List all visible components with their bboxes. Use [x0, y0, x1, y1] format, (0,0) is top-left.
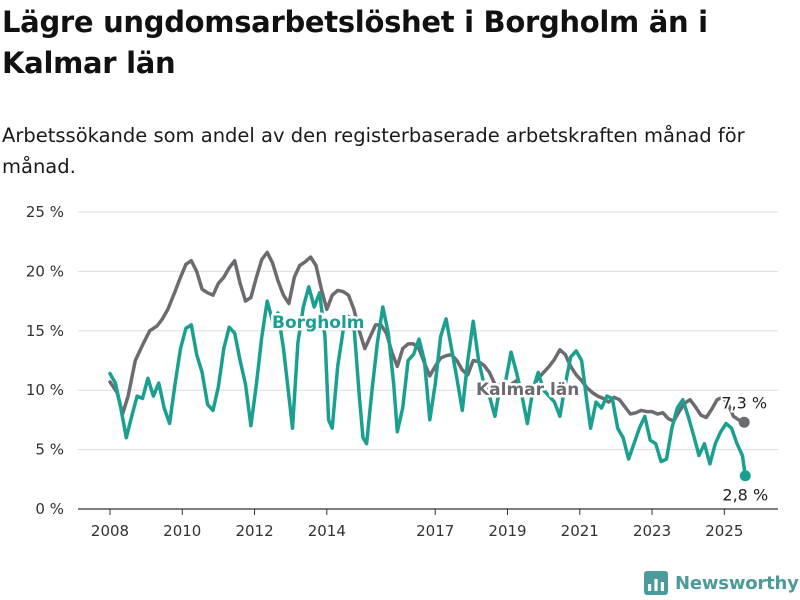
x-tick-label: 2019 [488, 522, 526, 540]
bar-chart-logo-icon [644, 571, 668, 595]
series-end-point [739, 470, 751, 482]
brand-name: Newsworthy [675, 572, 799, 594]
legend-label-borgholm-halo: Borgholm [272, 313, 365, 333]
x-tick-label: 2014 [308, 522, 346, 540]
y-tick-label: 15 % [26, 322, 64, 340]
x-tick-label: 2010 [163, 522, 201, 540]
x-tick-label: 2023 [633, 522, 671, 540]
legend-label-kalmar-lan: Kalmar län [476, 380, 579, 400]
x-tick-label: 2008 [91, 522, 129, 540]
series-line-borgholm [108, 285, 748, 478]
y-tick-label: 25 % [26, 203, 64, 221]
x-tick-label: 2021 [561, 522, 599, 540]
series-line-kalmar-l-n [108, 250, 746, 425]
x-tick-label: 2025 [705, 522, 743, 540]
y-tick-label: 5 % [35, 441, 64, 459]
y-tick-label: 10 % [26, 381, 64, 399]
legend-label-kalmar-lan-halo: Kalmar län [476, 380, 579, 400]
series-end-label: 2,8 % [722, 486, 768, 505]
legend-label-borgholm: Borgholm [272, 313, 365, 333]
brand: Newsworthy [644, 568, 799, 598]
series-end-label: 7,3 % [721, 393, 767, 412]
y-tick-label: 20 % [26, 262, 64, 280]
chart-title: Lägre ungdomsarbetslöshet i Borgholm än … [2, 5, 708, 80]
series-end-point [738, 416, 750, 428]
y-tick-label: 0 % [35, 500, 64, 518]
x-tick-label: 2017 [416, 522, 454, 540]
x-tick-label: 2012 [235, 522, 273, 540]
chart-subtitle: Arbetssökande som andel av den registerb… [2, 124, 745, 178]
